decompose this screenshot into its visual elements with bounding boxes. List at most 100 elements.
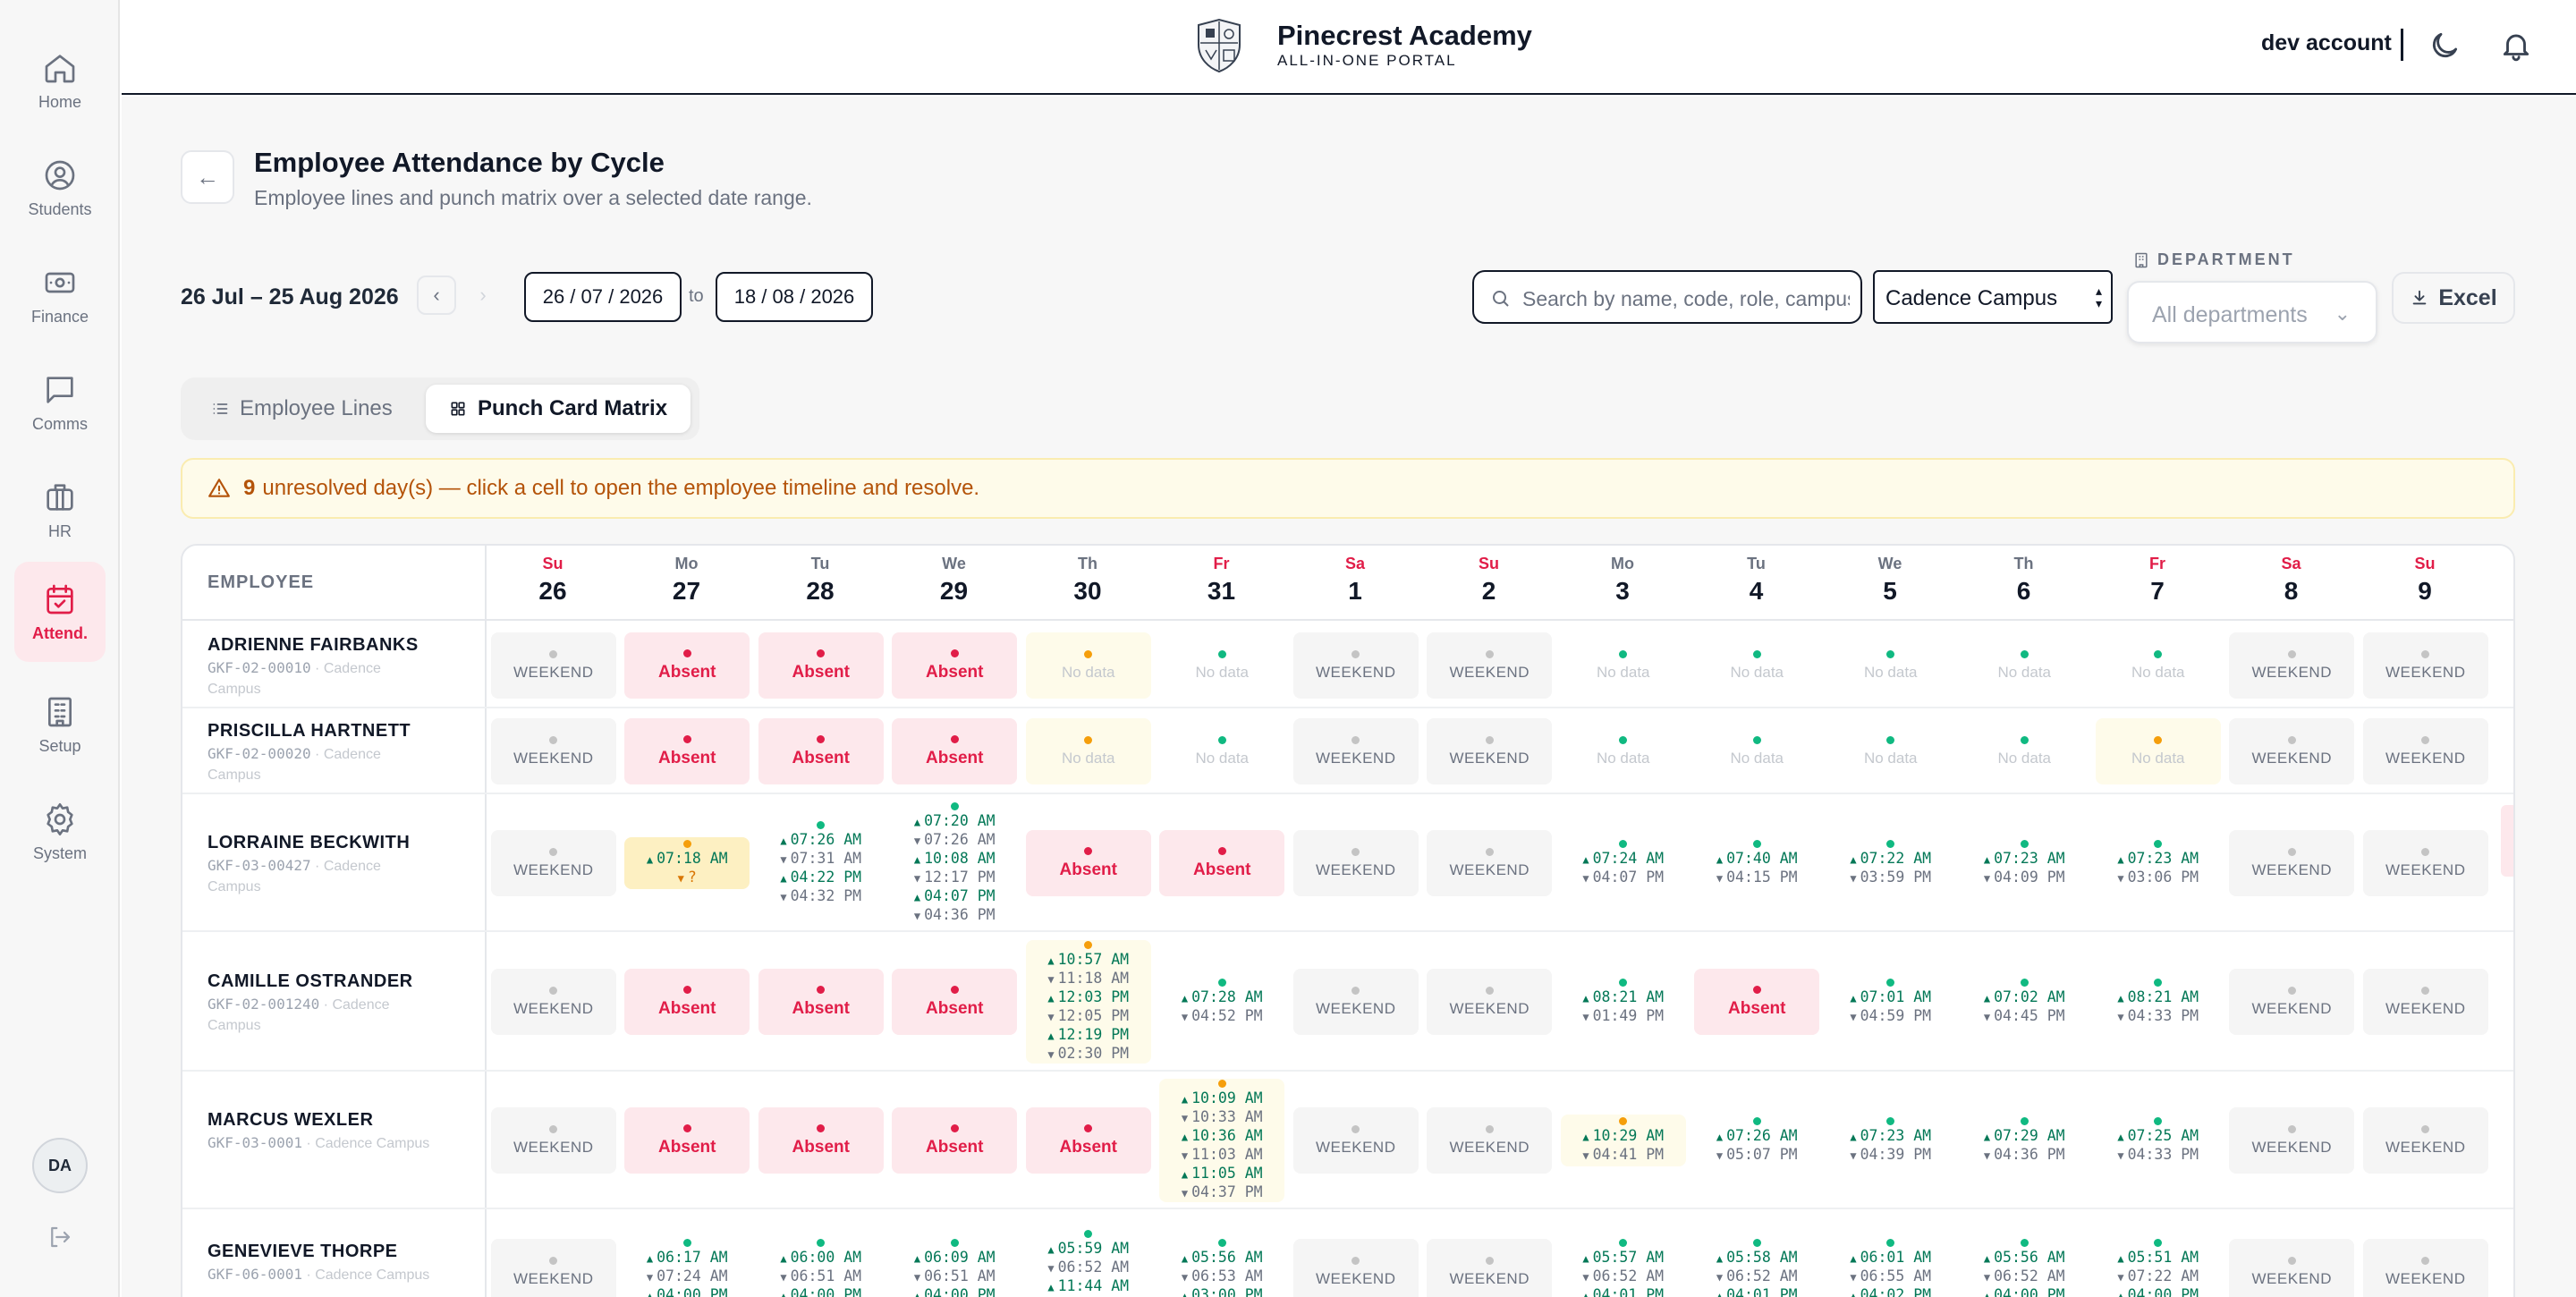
no-data-cell[interactable]: No data — [1159, 632, 1284, 699]
punch-cell[interactable]: ▲ 07:25 AM ▼ 04:33 PM — [2096, 1115, 2221, 1166]
employee-name[interactable]: LORRAINE BECKWITH — [208, 833, 411, 852]
previous-range-button[interactable]: ‹ — [417, 276, 456, 315]
search-input[interactable]: Search by name, code, role, campus — [1472, 270, 1862, 324]
weekend-cell[interactable]: WEEKEND — [1427, 1107, 1553, 1174]
no-data-cell[interactable]: No data — [1561, 718, 1686, 784]
account-name[interactable]: dev account — [2261, 30, 2392, 55]
theme-toggle-button[interactable] — [2428, 29, 2462, 63]
absent-cell[interactable]: Absent — [758, 632, 884, 699]
weekend-cell[interactable]: WEEKEND — [490, 969, 616, 1035]
weekend-cell[interactable]: WEEKEND — [490, 1239, 616, 1297]
weekend-cell[interactable]: WEEKEND — [1427, 1239, 1553, 1297]
punch-cell[interactable]: ▲ 07:23 AM ▼ 04:09 PM — [1962, 837, 2087, 889]
date-from-input[interactable]: 26 / 07 / 2026 — [524, 272, 682, 322]
weekend-cell[interactable]: WEEKEND — [2229, 830, 2355, 896]
absent-cell[interactable]: Absent — [758, 718, 884, 784]
punch-cell[interactable]: ▲ 07:24 AM ▼ 04:07 PM — [1561, 837, 1686, 889]
employee-name[interactable]: ADRIENNE FAIRBANKS — [208, 635, 419, 655]
punch-cell[interactable]: ▲ 10:29 AM ▼ 04:41 PM — [1560, 1115, 1686, 1166]
no-data-cell[interactable]: No data — [1159, 718, 1284, 784]
absent-cell[interactable]: Absent — [1025, 1107, 1151, 1174]
punch-cell[interactable]: ▲ 07:40 AM ▼ 04:15 PM — [1694, 837, 1819, 889]
absent-cell[interactable]: Absent — [1694, 969, 1820, 1035]
no-data-cell[interactable]: No data — [1828, 632, 1953, 699]
weekend-cell[interactable]: WEEKEND — [1292, 830, 1419, 896]
sidebar-item-home[interactable]: Home — [14, 30, 106, 131]
absent-cell[interactable]: Absent — [758, 969, 884, 1035]
punch-cell[interactable]: ▲05:59 AM▼06:52 AM▲11:44 AM▼12:44 PM — [1026, 1228, 1151, 1297]
employee-name[interactable]: CAMILLE OSTRANDER — [208, 971, 413, 991]
punch-cell[interactable]: ▲ 07:29 AM ▼ 04:36 PM — [1962, 1115, 2087, 1166]
punch-cell[interactable]: ▲ 07:28 AM ▼ 04:52 PM — [1159, 976, 1284, 1028]
punch-cell[interactable]: ▲ 06:01 AM ▼ 06:55 AM ▲ 04:02 PM — [1828, 1237, 1953, 1297]
logout-button[interactable] — [47, 1224, 73, 1250]
weekend-cell[interactable]: WEEKEND — [2362, 969, 2488, 1035]
weekend-cell[interactable]: WEEKEND — [2229, 632, 2355, 699]
no-data-cell[interactable]: No data — [1694, 718, 1819, 784]
weekend-cell[interactable]: WEEKEND — [2362, 718, 2488, 784]
notifications-button[interactable] — [2499, 29, 2533, 63]
punch-cell[interactable]: ▲ 07:22 AM ▼ 03:59 PM — [1828, 837, 1953, 889]
employee-name[interactable]: MARCUS WEXLER — [208, 1110, 374, 1130]
punch-cell[interactable]: ▲ 08:21 AM ▼ 01:49 PM — [1561, 976, 1686, 1028]
weekend-cell[interactable]: WEEKEND — [2362, 1239, 2488, 1297]
punch-cell[interactable]: ▲ 07:01 AM ▼ 04:59 PM — [1828, 976, 1953, 1028]
no-data-cell[interactable]: No data — [1561, 632, 1686, 699]
weekend-cell[interactable]: WEEKEND — [1427, 718, 1553, 784]
avatar[interactable]: DA — [32, 1138, 88, 1193]
weekend-cell[interactable]: WEEKEND — [1292, 1107, 1419, 1174]
punch-cell[interactable]: ▲ 05:51 AM ▼ 07:22 AM ▲ 04:00 PM — [2096, 1237, 2221, 1297]
weekend-cell[interactable]: WEEKEND — [1292, 632, 1419, 699]
punch-cell[interactable]: ▲ 10:57 AM ▼ 11:18 AM ▲ 12:03 PM ▼ 12:05 PM ▲ 12:… — [1025, 940, 1151, 1064]
punch-cell[interactable]: ▲ 07:02 AM ▼ 04:45 PM — [1962, 976, 2087, 1028]
absent-cell[interactable]: Absent — [624, 969, 750, 1035]
punch-cell[interactable]: ▲ 06:17 AM ▼ 07:24 AM ▲ 04:00 PM — [624, 1237, 750, 1297]
weekend-cell[interactable]: WEEKEND — [2362, 632, 2488, 699]
next-range-button[interactable]: › — [463, 276, 503, 315]
absent-cell[interactable]: Absent — [892, 969, 1018, 1035]
weekend-cell[interactable]: WEEKEND — [490, 718, 616, 784]
no-data-cell[interactable]: No data — [2096, 632, 2221, 699]
absent-cell[interactable]: Absent — [1025, 830, 1151, 896]
weekend-cell[interactable]: WEEKEND — [2229, 969, 2355, 1035]
department-select[interactable]: All departments ⌄ — [2127, 281, 2377, 343]
sidebar-item-students[interactable]: Students — [14, 138, 106, 238]
sidebar-item-setup[interactable]: Setup — [14, 674, 106, 775]
weekend-cell[interactable]: WEEKEND — [1427, 830, 1553, 896]
no-data-cell[interactable]: No data — [1025, 632, 1151, 699]
punch-cell[interactable]: ▲ 05:57 AM ▼ 06:52 AM ▲ 04:01 PM — [1561, 1237, 1686, 1297]
no-data-cell[interactable]: No data — [2095, 718, 2221, 784]
sidebar-item-hr[interactable]: HR — [14, 460, 106, 560]
weekend-cell[interactable]: WEEKEND — [1292, 718, 1419, 784]
punch-cell[interactable]: ▲ 08:21 AM ▼ 04:33 PM — [2096, 976, 2221, 1028]
date-to-input[interactable]: 18 / 08 / 2026 — [716, 272, 873, 322]
weekend-cell[interactable]: WEEKEND — [1292, 1239, 1419, 1297]
weekend-cell[interactable]: WEEKEND — [1292, 969, 1419, 1035]
sidebar-item-system[interactable]: System — [14, 782, 106, 882]
absent-cell[interactable]: Absent — [892, 718, 1018, 784]
weekend-cell[interactable]: WEEKEND — [1427, 969, 1553, 1035]
no-data-cell[interactable]: No data — [1962, 718, 2087, 784]
punch-cell[interactable]: ▲ 05:58 AM ▼ 06:52 AM ▲ 04:01 PM — [1694, 1237, 1819, 1297]
weekend-cell[interactable]: WEEKEND — [2229, 1107, 2355, 1174]
punch-cell[interactable]: ▲ 07:20 AM ▼ 07:26 AM ▲ 10:08 AM ▼ 12:17 PM ▲ 04:… — [892, 801, 1017, 925]
punch-cell[interactable]: ▲ 07:18 AM ▼? — [624, 837, 750, 889]
absent-cell[interactable]: Absent — [624, 1107, 750, 1174]
absent-cell[interactable]: Absent — [758, 1107, 884, 1174]
tab-employee-lines[interactable]: Employee Lines — [188, 385, 416, 433]
sidebar-item-finance[interactable]: Finance — [14, 245, 106, 345]
back-button[interactable]: ← — [181, 150, 234, 204]
employee-name[interactable]: PRISCILLA HARTNETT — [208, 721, 411, 741]
weekend-cell[interactable]: WEEKEND — [1427, 632, 1553, 699]
employee-name[interactable]: GENEVIEVE THORPE — [208, 1242, 398, 1261]
punch-cell[interactable]: ▲ 05:56 AM ▼ 06:52 AM ▲ 04:00 PM — [1962, 1237, 2087, 1297]
absent-cell[interactable]: Absent — [892, 632, 1018, 699]
punch-cell[interactable]: ▲ 07:23 AM ▼ 03:06 PM — [2096, 837, 2221, 889]
punch-cell[interactable]: ▲ 06:00 AM ▼ 06:51 AM ▲ 04:00 PM — [758, 1237, 884, 1297]
absent-cell[interactable]: Absent — [892, 1107, 1018, 1174]
weekend-cell[interactable]: WEEKEND — [2229, 718, 2355, 784]
punch-cell[interactable]: ▲ 05:56 AM ▼ 06:53 AM ▲ 03:00 PM — [1159, 1237, 1284, 1297]
weekend-cell[interactable]: WEEKEND — [2229, 1239, 2355, 1297]
no-data-cell[interactable]: No data — [1962, 632, 2087, 699]
punch-cell[interactable]: ▲ 10:09 AM ▼ 10:33 AM ▲ 10:36 AM ▼ 11:03 AM ▲ 11:… — [1159, 1079, 1285, 1202]
